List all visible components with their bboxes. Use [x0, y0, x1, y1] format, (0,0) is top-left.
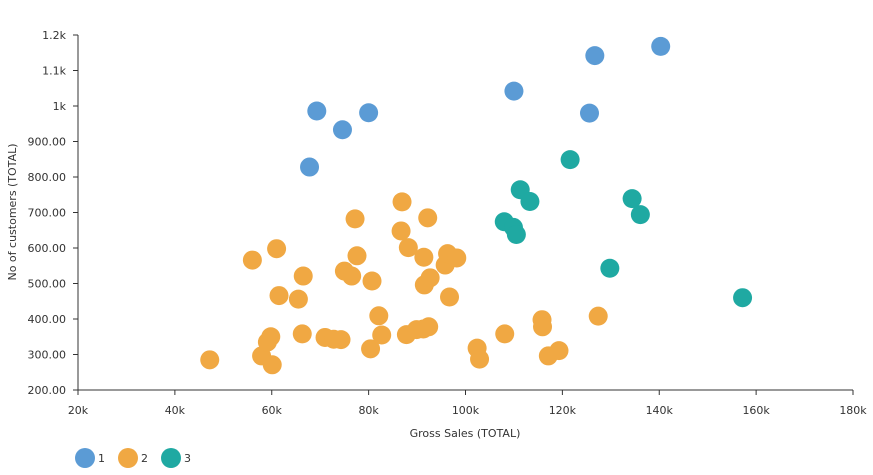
legend-label-3: 3 — [184, 452, 191, 465]
data-point-series-3[interactable] — [733, 288, 753, 308]
data-point-series-1[interactable] — [332, 120, 352, 140]
legend-marker-1[interactable] — [75, 448, 95, 468]
data-point-series-2[interactable] — [345, 209, 365, 229]
data-point-series-2[interactable] — [414, 247, 434, 267]
legend-label-1: 1 — [98, 452, 105, 465]
data-point-series-3[interactable] — [600, 258, 620, 278]
data-point-series-1[interactable] — [504, 81, 524, 101]
data-point-series-2[interactable] — [369, 306, 389, 326]
data-point-series-3[interactable] — [560, 150, 580, 170]
x-tick-label: 180k — [839, 404, 867, 417]
data-point-series-2[interactable] — [293, 266, 313, 286]
legend: 1 2 3 — [75, 448, 191, 468]
x-ticks: 20k 40k 60k 80k 100k 120k 140k 160k 180k — [68, 390, 867, 417]
data-point-series-2[interactable] — [418, 208, 438, 228]
x-tick-label: 80k — [358, 404, 379, 417]
data-point-series-2[interactable] — [495, 324, 515, 344]
data-point-series-2[interactable] — [533, 317, 553, 337]
data-point-series-2[interactable] — [269, 286, 289, 306]
x-tick-label: 100k — [452, 404, 480, 417]
x-tick-label: 120k — [549, 404, 577, 417]
data-point-series-1[interactable] — [307, 101, 327, 121]
data-point-series-2[interactable] — [420, 268, 440, 288]
plot-points — [200, 36, 753, 375]
data-point-series-2[interactable] — [361, 339, 381, 359]
data-point-series-2[interactable] — [267, 239, 287, 259]
data-point-series-2[interactable] — [347, 246, 367, 266]
data-point-series-1[interactable] — [580, 103, 599, 123]
data-point-series-2[interactable] — [261, 327, 281, 347]
data-point-series-3[interactable] — [520, 191, 540, 211]
data-point-series-2[interactable] — [242, 250, 262, 270]
y-tick-label: 500.00 — [28, 278, 67, 291]
data-point-series-2[interactable] — [588, 306, 608, 326]
y-tick-label: 300.00 — [28, 349, 67, 362]
data-point-series-3[interactable] — [506, 225, 526, 245]
legend-label-2: 2 — [141, 452, 148, 465]
y-tick-label: 400.00 — [28, 313, 67, 326]
data-point-series-1[interactable] — [359, 103, 379, 123]
data-point-series-2[interactable] — [391, 221, 411, 241]
x-tick-label: 160k — [742, 404, 770, 417]
y-tick-label: 700.00 — [28, 207, 67, 220]
data-point-series-2[interactable] — [262, 355, 282, 375]
axes — [77, 35, 853, 391]
data-point-series-2[interactable] — [362, 271, 382, 291]
data-point-series-2[interactable] — [200, 350, 220, 370]
data-point-series-2[interactable] — [331, 330, 351, 350]
data-point-series-3[interactable] — [622, 189, 642, 209]
x-tick-label: 60k — [262, 404, 283, 417]
x-tick-label: 140k — [646, 404, 674, 417]
data-point-series-2[interactable] — [372, 325, 392, 345]
y-tick-label: 1.2k — [42, 29, 66, 42]
data-point-series-1[interactable] — [585, 46, 605, 66]
y-tick-label: 900.00 — [28, 136, 67, 149]
data-point-series-2[interactable] — [419, 317, 439, 337]
data-point-series-2[interactable] — [342, 266, 362, 286]
legend-marker-3[interactable] — [161, 448, 181, 468]
data-point-series-2[interactable] — [549, 341, 569, 361]
data-point-series-2[interactable] — [440, 287, 460, 307]
data-point-series-1[interactable] — [651, 36, 671, 56]
legend-marker-2[interactable] — [118, 448, 138, 468]
data-point-series-2[interactable] — [447, 248, 467, 268]
data-point-series-3[interactable] — [630, 205, 650, 225]
data-point-series-1[interactable] — [300, 157, 320, 177]
y-tick-label: 1.1k — [42, 65, 66, 78]
data-point-series-2[interactable] — [470, 349, 490, 369]
x-tick-label: 20k — [68, 404, 89, 417]
y-axis-title: No of customers (TOTAL) — [6, 143, 19, 280]
data-point-series-2[interactable] — [288, 289, 308, 309]
y-tick-label: 800.00 — [28, 171, 67, 184]
x-tick-label: 40k — [165, 404, 186, 417]
data-point-series-2[interactable] — [292, 324, 312, 344]
y-tick-label: 1k — [53, 100, 67, 113]
y-tick-label: 200.00 — [28, 384, 67, 397]
data-point-series-2[interactable] — [392, 192, 412, 212]
y-ticks: 200.00 300.00 400.00 500.00 600.00 700.00 800.… — [28, 29, 78, 397]
y-tick-label: 600.00 — [28, 242, 67, 255]
x-axis-title: Gross Sales (TOTAL) — [410, 427, 521, 440]
data-point-series-2[interactable] — [398, 238, 418, 258]
